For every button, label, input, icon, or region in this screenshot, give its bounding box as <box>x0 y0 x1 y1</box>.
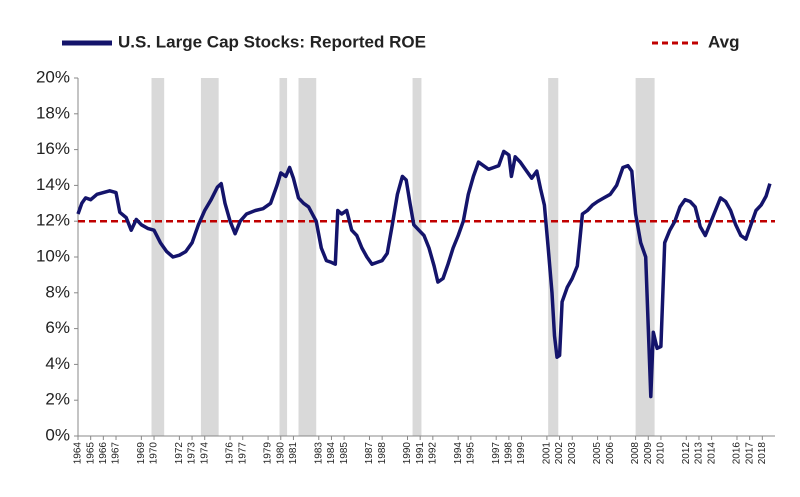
x-tick-label: 1977 <box>237 442 248 465</box>
x-tick-label: 2002 <box>554 442 565 465</box>
x-tick-label: 1987 <box>364 442 375 465</box>
x-tick-label: 1990 <box>402 442 413 465</box>
x-tick-label: 1969 <box>136 442 147 465</box>
x-tick-label: 2010 <box>656 442 667 465</box>
x-tick-label: 1983 <box>313 442 324 465</box>
legend-label: Avg <box>708 32 740 51</box>
x-tick-label: 2006 <box>605 442 616 465</box>
y-tick-label: 4% <box>45 354 70 373</box>
recession-band <box>279 78 288 436</box>
x-tick-label: 1998 <box>504 442 515 465</box>
x-tick-label: 1991 <box>415 442 426 465</box>
y-tick-label: 8% <box>45 282 70 301</box>
y-tick-label: 16% <box>36 139 70 158</box>
y-tick-label: 18% <box>36 103 70 122</box>
y-tick-label: 6% <box>45 318 70 337</box>
y-tick-label: 2% <box>45 390 70 409</box>
x-tick-label: 2012 <box>681 442 692 465</box>
x-tick-label: 2003 <box>567 442 578 465</box>
recession-band <box>412 78 422 436</box>
x-tick-label: 2013 <box>694 442 705 465</box>
x-tick-label: 2008 <box>630 442 641 465</box>
x-tick-label: 1992 <box>427 442 438 465</box>
y-tick-label: 10% <box>36 246 70 265</box>
x-tick-label: 2001 <box>542 442 553 465</box>
roe-line <box>76 149 772 399</box>
x-tick-label: 1988 <box>377 442 388 465</box>
y-tick-label: 20% <box>36 67 70 86</box>
x-tick-label: 1997 <box>491 442 502 465</box>
recession-band <box>200 78 219 436</box>
y-tick-label: 14% <box>36 175 70 194</box>
x-tick-label: 2005 <box>592 442 603 465</box>
y-tick-label: 0% <box>45 425 70 444</box>
x-tick-label: 1976 <box>225 442 236 465</box>
x-tick-label: 1994 <box>453 442 464 465</box>
x-tick-label: 1985 <box>339 442 350 465</box>
recession-band <box>548 78 559 436</box>
y-tick-label: 12% <box>36 211 70 230</box>
x-tick-label: 1967 <box>111 442 122 465</box>
x-tick-label: 1964 <box>73 442 84 465</box>
x-tick-label: 1973 <box>187 442 198 465</box>
x-tick-label: 1999 <box>516 442 527 465</box>
x-tick-label: 1995 <box>465 442 476 465</box>
x-tick-label: 1984 <box>326 442 337 465</box>
x-tick-label: 1980 <box>275 442 286 465</box>
x-tick-label: 2014 <box>706 442 717 465</box>
x-tick-label: 2018 <box>757 442 768 465</box>
x-tick-label: 1965 <box>85 442 96 465</box>
x-tick-label: 1981 <box>288 442 299 465</box>
x-tick-label: 1966 <box>98 442 109 465</box>
recession-band <box>298 78 317 436</box>
x-tick-label: 1972 <box>174 442 185 465</box>
x-tick-label: 2009 <box>643 442 654 465</box>
x-tick-label: 2016 <box>732 442 743 465</box>
x-tick-label: 2017 <box>744 442 755 465</box>
x-tick-label: 1979 <box>263 442 274 465</box>
x-tick-label: 1970 <box>149 442 160 465</box>
legend-label: U.S. Large Cap Stocks: Reported ROE <box>118 32 426 51</box>
x-tick-label: 1974 <box>199 442 210 465</box>
recession-band <box>151 78 165 436</box>
